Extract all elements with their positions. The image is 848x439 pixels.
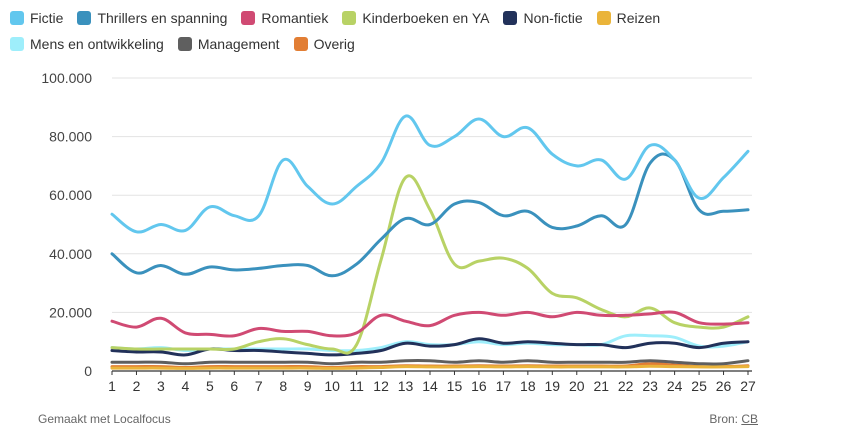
- source-link[interactable]: CB: [741, 412, 758, 426]
- legend-item[interactable]: Reizen: [596, 8, 661, 28]
- x-tick-label: 17: [496, 378, 512, 394]
- x-tick-label: 8: [279, 378, 287, 394]
- x-tick-label: 7: [255, 378, 263, 394]
- source-prefix: Bron:: [709, 412, 742, 426]
- x-tick-label: 12: [373, 378, 389, 394]
- series-line-kinderboeken-en-ya: [110, 174, 750, 355]
- chart-legend: Fictie Thrillers en spanning Romantiek Kind…: [10, 8, 830, 54]
- x-tick-label: 19: [545, 378, 561, 394]
- legend-label: Management: [197, 36, 280, 52]
- legend-label: Mens en ontwikkeling: [30, 36, 164, 52]
- series-line-romantiek: [110, 310, 750, 338]
- x-tick-label: 14: [422, 378, 438, 394]
- series-line-fictie: [110, 114, 750, 234]
- legend-item[interactable]: Non-fictie: [503, 8, 583, 28]
- x-axis-ticks: 1 2 3 4 5 6 7 8 9 10 11 12 13 14 15 16 17 18 19 20 21 22 23 24 2…: [108, 371, 756, 394]
- x-tick-label: 27: [740, 378, 756, 394]
- made-with-credit: Gemaakt met Localfocus: [38, 412, 171, 426]
- x-tick-label: 5: [206, 378, 214, 394]
- x-tick-label: 6: [230, 378, 238, 394]
- chart-grid: [112, 77, 752, 372]
- series-line-non-fictie: [110, 337, 750, 357]
- legend-swatch: [342, 11, 357, 25]
- legend-swatch: [10, 37, 24, 51]
- x-tick-label: 3: [157, 378, 165, 394]
- legend-label: Fictie: [30, 10, 64, 26]
- x-tick-label: 16: [471, 378, 487, 394]
- y-tick-label: 20.000: [49, 304, 92, 320]
- legend-item[interactable]: Kinderboeken en YA: [342, 8, 489, 28]
- y-tick-label: 0: [84, 363, 92, 379]
- x-tick-label: 10: [324, 378, 340, 394]
- legend-item[interactable]: Fictie: [10, 8, 63, 28]
- x-tick-label: 1: [108, 378, 116, 394]
- legend-label: Non-fictie: [523, 10, 583, 26]
- x-tick-label: 4: [181, 378, 189, 394]
- legend-item[interactable]: Thrillers en spanning: [77, 8, 227, 28]
- x-tick-label: 22: [618, 378, 634, 394]
- legend-label: Romantiek: [261, 10, 329, 26]
- legend-swatch: [293, 37, 308, 51]
- source-note: Bron: CB: [709, 412, 758, 426]
- legend-label: Thrillers en spanning: [97, 10, 228, 26]
- x-tick-label: 23: [642, 378, 658, 394]
- x-tick-label: 18: [520, 378, 536, 394]
- x-tick-label: 9: [304, 378, 312, 394]
- legend-swatch: [77, 11, 92, 25]
- legend-item[interactable]: Romantiek: [241, 8, 328, 28]
- x-tick-label: 20: [569, 378, 585, 394]
- x-tick-label: 24: [667, 378, 683, 394]
- legend-swatch: [177, 37, 192, 51]
- legend-label: Reizen: [616, 10, 661, 26]
- legend-label: Overig: [313, 36, 355, 52]
- legend-label: Kinderboeken en YA: [362, 10, 490, 26]
- chart-series-lines: [110, 114, 750, 370]
- legend-swatch: [596, 11, 611, 25]
- x-tick-label: 11: [349, 378, 364, 394]
- x-tick-label: 26: [716, 378, 732, 394]
- y-tick-label: 80.000: [49, 129, 92, 145]
- legend-swatch: [241, 11, 256, 25]
- x-tick-label: 2: [133, 378, 141, 394]
- y-tick-label: 60.000: [49, 187, 92, 203]
- series-line-reizen: [110, 364, 750, 370]
- y-tick-label: 40.000: [49, 246, 92, 262]
- legend-item[interactable]: Overig: [293, 34, 355, 54]
- series-line-thrillers-en-spanning: [110, 152, 750, 278]
- legend-swatch: [503, 11, 518, 25]
- x-tick-label: 25: [691, 378, 707, 394]
- y-axis-ticks: 0 20.000 40.000 60.000 80.000 100.000: [41, 70, 92, 379]
- legend-item[interactable]: Mens en ontwikkeling: [10, 34, 164, 54]
- series-line-management: [110, 359, 750, 366]
- y-tick-label: 100.000: [41, 70, 92, 86]
- legend-swatch: [10, 11, 24, 25]
- x-tick-label: 21: [593, 378, 609, 394]
- x-tick-label: 13: [398, 378, 414, 394]
- legend-item[interactable]: Management: [177, 34, 280, 54]
- x-tick-label: 15: [447, 378, 463, 394]
